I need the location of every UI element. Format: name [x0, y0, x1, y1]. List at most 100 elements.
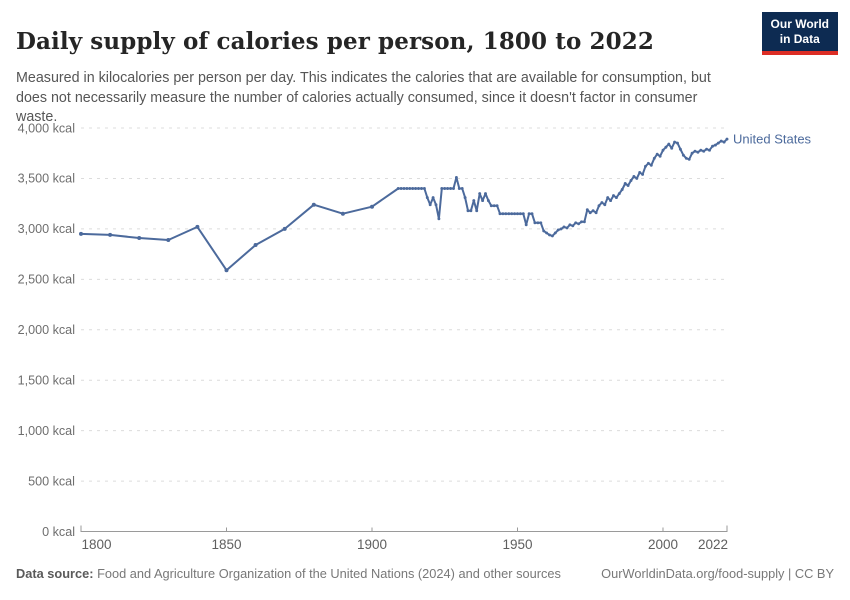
- data-point: [527, 212, 531, 216]
- y-axis-label: 2,000 kcal: [18, 323, 75, 337]
- data-point: [475, 209, 479, 213]
- data-point: [687, 157, 691, 161]
- data-point: [440, 187, 444, 190]
- data-point: [510, 212, 514, 216]
- data-point: [594, 211, 598, 215]
- data-point: [661, 148, 665, 152]
- data-point: [678, 147, 682, 151]
- data-point: [548, 233, 551, 237]
- data-point: [629, 179, 633, 182]
- data-point: [585, 208, 589, 212]
- x-axis-label: 1850: [211, 537, 241, 552]
- data-point: [370, 204, 374, 209]
- data-point: [408, 187, 412, 190]
- data-point: [414, 187, 418, 190]
- data-point: [582, 220, 586, 224]
- data-point: [565, 226, 569, 230]
- data-point: [708, 148, 711, 152]
- data-point: [282, 226, 287, 231]
- data-point: [457, 187, 461, 190]
- data-point: [501, 212, 505, 216]
- data-point: [655, 152, 659, 156]
- data-point: [422, 187, 426, 190]
- data-point: [545, 231, 549, 235]
- data-source-text: Food and Agriculture Organization of the…: [93, 566, 561, 581]
- owid-logo-line2: in Data: [779, 32, 820, 47]
- data-point: [405, 187, 409, 190]
- data-point: [612, 194, 615, 198]
- x-axis-label: 2000: [648, 537, 678, 552]
- x-axis-label: 2022: [698, 537, 728, 552]
- data-point: [507, 212, 511, 216]
- data-point: [597, 204, 601, 208]
- series-label: United States: [733, 132, 812, 147]
- data-point: [536, 221, 540, 225]
- y-axis-label: 2,500 kcal: [18, 273, 75, 287]
- data-point: [641, 172, 645, 176]
- data-point: [516, 212, 519, 216]
- y-axis-label: 1,000 kcal: [18, 424, 75, 438]
- data-point: [484, 192, 487, 196]
- y-axis-label: 3,000 kcal: [18, 222, 75, 236]
- x-axis-label: 1900: [357, 537, 387, 552]
- data-source-note: Data source: Food and Agriculture Organi…: [16, 566, 561, 581]
- data-point: [614, 196, 618, 200]
- y-axis-label: 500 kcal: [28, 474, 75, 488]
- data-point: [562, 225, 566, 229]
- data-point: [472, 199, 476, 203]
- data-point: [571, 224, 575, 228]
- data-point: [580, 220, 583, 224]
- data-point: [449, 187, 453, 190]
- data-point: [454, 175, 458, 179]
- data-point: [623, 182, 627, 185]
- data-point: [498, 212, 502, 216]
- x-axis-label: 1950: [502, 537, 532, 552]
- page-title: Daily supply of calories per person, 180…: [16, 28, 654, 56]
- data-point: [79, 231, 83, 236]
- data-point: [446, 187, 450, 190]
- data-point: [137, 236, 142, 240]
- data-point: [676, 141, 679, 145]
- data-point: [702, 149, 706, 153]
- data-point: [311, 202, 316, 207]
- data-point: [539, 221, 543, 225]
- data-point: [553, 231, 557, 235]
- data-point: [195, 224, 200, 229]
- y-axis-label: 3,500 kcal: [18, 172, 75, 186]
- data-point: [652, 156, 656, 160]
- data-point: [716, 141, 720, 145]
- data-point: [460, 187, 464, 190]
- data-point: [681, 153, 685, 157]
- chart-footer: Data source: Food and Agriculture Organi…: [16, 566, 834, 581]
- data-point: [684, 156, 688, 160]
- data-point: [577, 222, 581, 226]
- data-point: [452, 187, 455, 190]
- data-point: [411, 187, 415, 190]
- data-point: [399, 187, 403, 190]
- data-point: [504, 212, 508, 216]
- data-point: [396, 187, 400, 190]
- credit-link[interactable]: OurWorldinData.org/food-supply | CC BY: [601, 566, 834, 581]
- data-point: [574, 221, 578, 225]
- data-point: [568, 223, 572, 227]
- data-point: [518, 212, 522, 216]
- data-point: [478, 192, 482, 196]
- data-point: [437, 217, 441, 221]
- data-point: [632, 174, 636, 178]
- data-point: [466, 209, 470, 213]
- data-point: [722, 140, 726, 144]
- data-point: [524, 223, 528, 227]
- data-point: [591, 209, 595, 213]
- data-point: [417, 187, 420, 190]
- data-point: [428, 203, 432, 207]
- data-point: [600, 201, 604, 205]
- data-point: [606, 196, 610, 200]
- data-point: [696, 150, 700, 154]
- owid-logo[interactable]: Our World in Data: [761, 12, 838, 55]
- data-point: [463, 196, 467, 200]
- data-point: [486, 199, 490, 203]
- data-point: [521, 212, 525, 216]
- data-point: [649, 163, 653, 167]
- data-point: [673, 140, 677, 144]
